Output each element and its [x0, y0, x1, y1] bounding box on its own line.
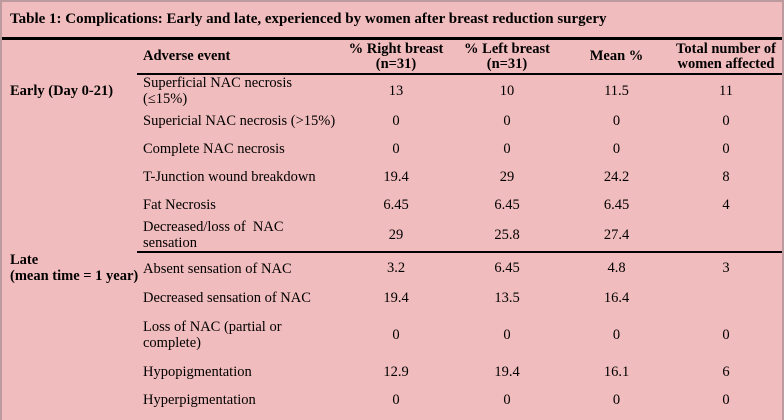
table-row: Late (mean time = 1 year) Absent sensati… [2, 251, 782, 284]
right-breast-cell: 29 [388, 226, 404, 243]
right-breast-cell: 0 [392, 391, 400, 408]
left-breast-cell: 25.8 [494, 226, 520, 243]
adverse-event-cell: Complete NAC necrosis [143, 141, 285, 157]
total-cell: 0 [722, 326, 730, 343]
right-breast-cell: 19.4 [383, 168, 409, 185]
adverse-event-cell: Decreased sensation of NAC [143, 290, 311, 306]
total-cell: 3 [670, 251, 782, 284]
header-row: Adverse event % Right breast (n=31) % Lef… [2, 40, 782, 75]
total-cell: 8 [722, 168, 730, 185]
right-breast-cell: 6.45 [383, 196, 409, 213]
adverse-event-cell: Fat Necrosis [143, 197, 216, 213]
mean-cell: 24.2 [603, 168, 630, 185]
total-cell [670, 219, 782, 252]
header-line: % Left breast [464, 40, 550, 57]
left-breast-cell: 0 [503, 112, 511, 129]
section-label-cell [2, 163, 137, 191]
table-row: Hyperpigmentation 0 0 0 0 [2, 386, 782, 414]
right-breast-cell: 0 [392, 140, 400, 157]
adverse-event-cell: Supericial NAC necrosis (>15%) [143, 113, 336, 129]
table-row: Loss of NAC (partial or complete) 0 0 0 … [2, 312, 782, 358]
left-breast-cell: 29 [499, 168, 515, 185]
complications-table: Adverse event % Right breast (n=31) % Lef… [2, 40, 782, 414]
adverse-event-cell: Hyperpigmentation [143, 392, 256, 408]
total-cell: 4 [722, 196, 730, 213]
left-breast-cell: 6.45 [494, 196, 520, 213]
section-label-cell [2, 284, 137, 312]
section-label-cell [2, 135, 137, 163]
mean-cell: 27.4 [603, 226, 630, 243]
total-cell: 0 [722, 112, 730, 129]
total-cell: 11 [719, 82, 733, 99]
section-label-cell: Late (mean time = 1 year) [10, 252, 139, 284]
adverse-event-cell: Decreased/loss of NAC sensation [143, 219, 288, 251]
table-row: Decreased sensation of NAC 19.4 13.5 16.… [2, 284, 782, 312]
mean-cell: 16.1 [603, 363, 630, 380]
table-row: T-Junction wound breakdown 19.4 29 24.2 … [2, 163, 782, 191]
total-cell: 0 [722, 140, 730, 157]
header-line: Total number of [676, 40, 776, 57]
left-breast-cell: 0 [503, 140, 511, 157]
section-label-cell [2, 191, 137, 219]
section-label-cell: Early (Day 0-21) [10, 82, 114, 99]
left-breast-cell: 10 [499, 82, 515, 99]
right-breast-cell: 12.9 [383, 363, 409, 380]
table-row: Fat Necrosis 6.45 6.45 6.45 4 [2, 191, 782, 219]
header-line: (n=31) [486, 55, 528, 72]
header-line: % Right breast [348, 40, 444, 57]
mean-cell: 0 [612, 112, 621, 129]
table-row: Decreased/loss of NAC sensation 29 25.8 … [2, 219, 782, 252]
adverse-event-cell: Superficial NAC necrosis (≤15%) [143, 75, 300, 107]
right-breast-cell: 0 [392, 112, 400, 129]
right-breast-cell: 3.2 [341, 251, 451, 284]
table-row: Complete NAC necrosis 0 0 0 0 [2, 135, 782, 163]
col-header-adverse-event: Adverse event [137, 40, 341, 75]
table-row: Hypopigmentation 12.9 19.4 16.1 6 [2, 358, 782, 386]
section-label-cell [2, 219, 137, 252]
left-breast-cell: 6.45 [451, 251, 563, 284]
left-breast-cell: 19.4 [494, 363, 520, 380]
adverse-event-cell: Absent sensation of NAC [137, 251, 341, 284]
header-line: (n=31) [375, 55, 417, 72]
section-label-cell [2, 386, 137, 414]
right-breast-cell: 13 [388, 82, 404, 99]
section-label-cell [2, 312, 137, 358]
mean-cell: 0 [612, 326, 621, 343]
table-row: Early (Day 0-21) Superficial NAC necrosi… [2, 74, 782, 107]
col-header-right-breast: % Right breast (n=31) [341, 40, 451, 75]
right-breast-cell: 0 [392, 326, 400, 343]
table-row: Supericial NAC necrosis (>15%) 0 0 0 0 [2, 107, 782, 135]
section-label-cell [2, 358, 137, 386]
left-breast-cell: 0 [503, 326, 511, 343]
mean-cell: 0 [612, 391, 621, 408]
section-label-cell [2, 107, 137, 135]
mean-cell: 16.4 [603, 289, 630, 306]
adverse-event-cell: T-Junction wound breakdown [143, 169, 316, 185]
table-caption: Table 1: Complications: Early and late, … [2, 2, 782, 40]
col-header-total: Total number of women affected [670, 40, 782, 75]
mean-cell: 4.8 [563, 251, 670, 284]
adverse-event-cell: Loss of NAC (partial or complete) [143, 319, 282, 351]
left-breast-cell: 0 [503, 391, 511, 408]
mean-cell: 0 [612, 140, 621, 157]
right-breast-cell: 19.4 [383, 289, 409, 306]
total-cell: 6 [722, 363, 730, 380]
header-line: women affected [677, 55, 775, 72]
col-header-mean: Mean % [563, 40, 670, 75]
left-breast-cell: 13.5 [494, 289, 520, 306]
total-cell [670, 284, 782, 312]
col-header-left-breast: % Left breast (n=31) [451, 40, 563, 75]
mean-cell: 6.45 [603, 196, 630, 213]
mean-cell: 11.5 [604, 82, 629, 99]
col-header-section [2, 40, 137, 74]
adverse-event-cell: Hypopigmentation [143, 364, 252, 380]
total-cell: 0 [722, 391, 730, 408]
